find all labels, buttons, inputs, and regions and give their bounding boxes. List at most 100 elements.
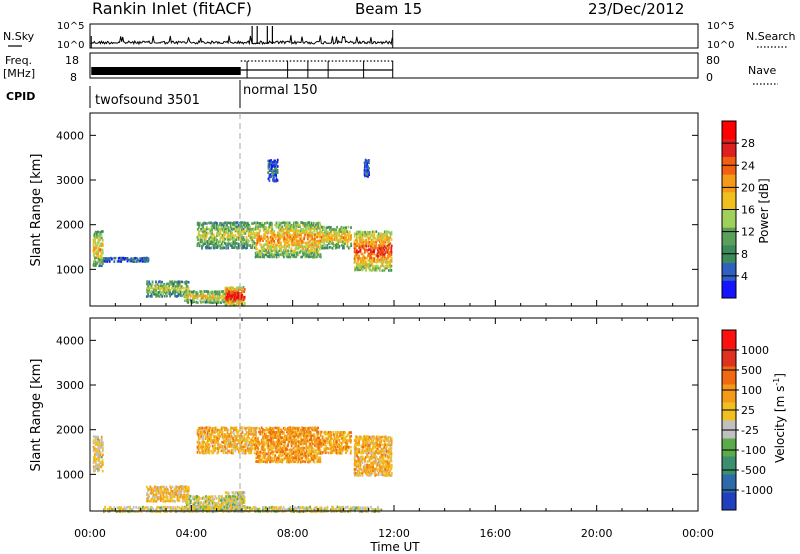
power-cell <box>381 247 384 250</box>
power-cell <box>253 234 256 237</box>
velocity-cell <box>154 493 157 497</box>
velocity-cell <box>212 435 215 438</box>
velocity-cell <box>96 441 99 444</box>
power-cell <box>217 228 219 231</box>
velocity-cell <box>389 474 391 477</box>
velocity-cell <box>217 428 219 432</box>
power-cell <box>206 231 208 235</box>
velocity-cell <box>357 470 359 473</box>
power-cell <box>332 242 335 245</box>
power-cell <box>371 233 373 236</box>
velocity-cell <box>338 447 341 451</box>
power-cell <box>303 222 306 225</box>
power-cell <box>240 288 242 292</box>
velocity-cell <box>315 449 317 452</box>
power-cell <box>289 235 292 238</box>
power-cell <box>246 240 249 243</box>
power-cell <box>390 246 393 249</box>
velocity-cell <box>299 432 302 436</box>
power-cell <box>179 284 182 288</box>
velocity-cell <box>272 427 274 430</box>
power-cell <box>275 255 278 259</box>
velocity-cell <box>191 497 194 500</box>
velocity-cell <box>357 457 360 461</box>
power-cell <box>262 223 265 227</box>
power-cell <box>234 228 237 231</box>
velocity-cell <box>378 460 380 463</box>
velocity-cell <box>306 437 309 440</box>
velocity-cell <box>229 435 231 438</box>
velocity-cell <box>298 430 301 434</box>
power-cell <box>216 298 219 302</box>
power-cell <box>319 225 322 229</box>
velocity-cell <box>313 434 316 438</box>
power-cell <box>374 246 377 250</box>
velocity-cell <box>206 443 209 446</box>
power-cell <box>292 233 294 237</box>
velocity-cell <box>241 451 244 455</box>
velocity-cell <box>338 443 341 446</box>
power-cell <box>306 249 308 253</box>
velocity-cell <box>209 435 212 439</box>
power-cell <box>214 290 216 293</box>
velocity-cell <box>336 433 338 436</box>
power-cell <box>265 226 267 229</box>
velocity-cell <box>201 449 204 452</box>
power-cell <box>200 294 202 298</box>
velocity-cell <box>97 437 99 441</box>
power-cell <box>179 288 182 291</box>
power-cell <box>293 227 295 231</box>
velocity-cell <box>268 456 271 460</box>
power-cell <box>253 232 256 235</box>
velocity-cell <box>368 447 371 451</box>
power-cell <box>155 295 158 298</box>
power-cell <box>313 255 316 259</box>
power-cell <box>219 294 222 298</box>
velocity-cell <box>235 443 238 446</box>
power-cell <box>176 295 178 298</box>
velocity-cell <box>246 444 249 448</box>
power-cell <box>359 234 362 238</box>
power-cell <box>240 286 243 290</box>
velocity-cell <box>203 429 206 432</box>
velocity-cell <box>266 460 268 464</box>
velocity-cell <box>388 455 390 459</box>
velocity-cell <box>375 439 378 442</box>
velocity-cell <box>214 495 217 498</box>
power-cell <box>354 266 356 270</box>
velocity-cell <box>222 451 225 455</box>
power-cell <box>299 231 301 235</box>
velocity-cell <box>168 499 171 503</box>
power-cell <box>387 244 389 247</box>
velocity-cell <box>271 436 273 440</box>
velocity-cell <box>267 450 270 453</box>
velocity-cell <box>240 432 243 436</box>
velocity-cell <box>255 452 257 456</box>
velocity-cell <box>217 501 220 505</box>
power-cell <box>376 252 379 255</box>
velocity-cell <box>304 454 307 457</box>
power-cell <box>317 224 319 227</box>
power-cell <box>331 233 333 237</box>
power-cell <box>304 222 307 225</box>
velocity-cell <box>333 445 336 448</box>
power-cell <box>353 250 356 254</box>
velocity-cell <box>320 441 323 445</box>
velocity-cell <box>119 510 121 513</box>
velocity-cell <box>204 452 207 455</box>
velocity-cell <box>374 441 377 445</box>
power-cell <box>154 293 157 296</box>
power-cell <box>271 249 274 253</box>
power-cell <box>207 232 209 235</box>
power-cell <box>224 226 226 229</box>
power-cell <box>377 256 379 260</box>
velocity-cell <box>210 500 213 503</box>
power-cell <box>388 262 391 266</box>
velocity-cell <box>290 460 293 463</box>
power-cell <box>278 255 280 258</box>
velocity-cell <box>145 506 148 509</box>
velocity-cell <box>279 442 281 446</box>
velocity-cell <box>292 438 294 442</box>
power-cell <box>269 221 272 225</box>
velocity-cell <box>225 439 228 442</box>
